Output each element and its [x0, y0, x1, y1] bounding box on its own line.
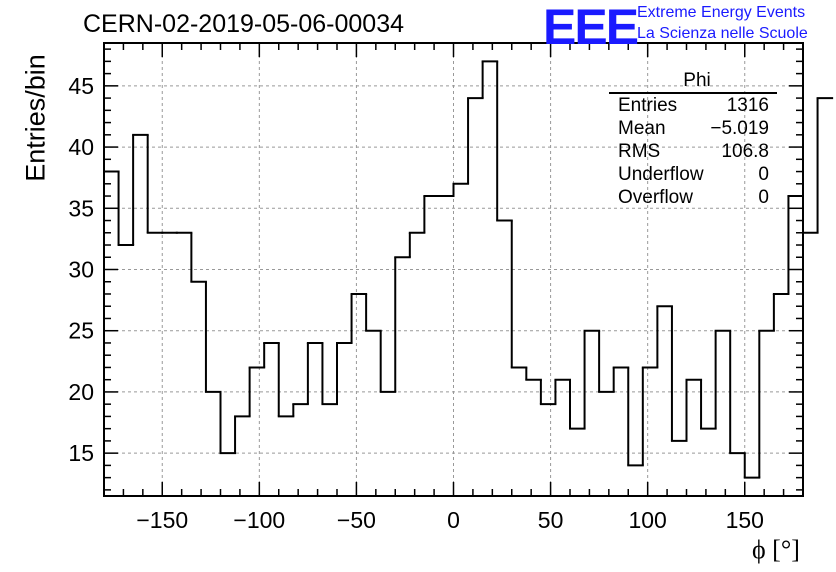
y-axis-label: Entries/bin [20, 54, 51, 182]
y-tick-label: 20 [68, 379, 94, 405]
stats-label: RMS [618, 141, 661, 162]
stats-label: Underflow [618, 164, 704, 185]
y-tick-label: 45 [68, 73, 94, 99]
stats-box: Phi Entries 1316 Mean −5.019 RMS 106.8 U… [609, 68, 777, 209]
y-tick-label: 40 [68, 134, 94, 160]
stats-value: 0 [758, 164, 769, 185]
axis-ticks [104, 43, 803, 496]
stats-label: Entries [618, 95, 678, 116]
x-tick-label: −100 [233, 507, 285, 533]
logo-caption: Extreme Energy Events La Scienza nelle S… [637, 2, 808, 44]
x-tick-label: 100 [628, 507, 666, 533]
stats-value: −5.019 [710, 118, 769, 139]
y-tick-label: 30 [68, 257, 94, 283]
x-tick-label: −150 [136, 507, 188, 533]
eee-logo: EEE [543, 0, 639, 55]
tick-labels: −150 −100 −50 0 50 100 150 15 20 25 30 35 40 45 [68, 73, 764, 533]
y-tick-label: 15 [68, 440, 94, 466]
stats-row-overflow: Overflow 0 [609, 186, 777, 209]
logo-caption-line1: Extreme Energy Events [637, 4, 806, 21]
stats-value: 106.8 [721, 141, 769, 162]
x-tick-label: 150 [726, 507, 764, 533]
x-axis-label: ϕ [°] [752, 535, 800, 564]
x-tick-label: 50 [538, 507, 564, 533]
stats-label: Overflow [618, 187, 693, 208]
stats-row-underflow: Underflow 0 [609, 163, 777, 186]
x-tick-label: 0 [447, 507, 460, 533]
chart-title: CERN-02-2019-05-06-00034 [83, 10, 405, 38]
stats-row-mean: Mean −5.019 [609, 117, 777, 140]
stats-value: 1316 [726, 95, 769, 116]
stats-value: 0 [758, 187, 769, 208]
stats-row-entries: Entries 1316 [609, 94, 777, 117]
stats-box-title: Phi [609, 68, 777, 94]
y-tick-label: 25 [68, 318, 94, 344]
stats-row-rms: RMS 106.8 [609, 140, 777, 163]
x-tick-label: −50 [337, 507, 376, 533]
stats-label: Mean [618, 118, 666, 139]
y-tick-label: 35 [68, 195, 94, 221]
logo-caption-line2: La Scienza nelle Scuole [637, 25, 808, 42]
